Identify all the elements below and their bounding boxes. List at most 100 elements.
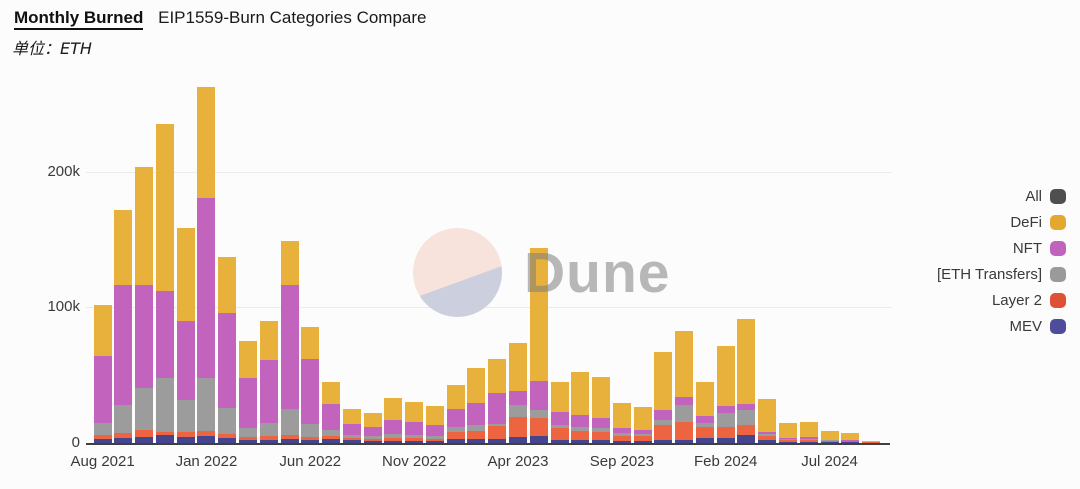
segment-eth-transfers-may-2024[interactable]	[779, 438, 797, 440]
segment-layer-2-aug-2021[interactable]	[93, 434, 112, 440]
segment-nft-jun-2022[interactable]	[301, 359, 320, 425]
segment-mev-dec-2021[interactable]	[176, 437, 195, 443]
bar-mar-2023[interactable]	[488, 359, 507, 443]
segment-eth-transfers-sep-2023[interactable]	[612, 432, 631, 436]
segment-eth-transfers-mar-2023[interactable]	[488, 424, 507, 427]
bar-jun-2022[interactable]	[301, 326, 320, 443]
segment-defi-aug-2022[interactable]	[342, 409, 361, 425]
segment-eth-transfers-feb-2022[interactable]	[218, 408, 237, 435]
segment-mev-aug-2024[interactable]	[841, 442, 860, 443]
segment-eth-transfers-may-2023[interactable]	[529, 409, 548, 419]
segment-defi-sep-2024[interactable]	[862, 440, 881, 442]
segment-layer-2-jul-2022[interactable]	[322, 435, 341, 439]
segment-defi-feb-2024[interactable]	[716, 345, 735, 407]
segment-layer-2-nov-2021[interactable]	[155, 431, 174, 436]
segment-mev-apr-2022[interactable]	[259, 439, 278, 443]
bar-sep-2023[interactable]	[612, 402, 631, 443]
segment-defi-jun-2023[interactable]	[550, 381, 569, 412]
bar-jan-2023[interactable]	[446, 385, 465, 443]
segment-defi-apr-2024[interactable]	[758, 399, 777, 432]
segment-mev-jun-2022[interactable]	[301, 440, 320, 443]
segment-defi-apr-2023[interactable]	[509, 342, 527, 391]
segment-eth-transfers-nov-2021[interactable]	[155, 378, 174, 432]
segment-layer-2-jan-2024[interactable]	[695, 426, 714, 438]
segment-layer-2-oct-2023[interactable]	[633, 436, 652, 441]
segment-defi-sep-2023[interactable]	[612, 402, 631, 429]
segment-defi-dec-2021[interactable]	[176, 228, 195, 321]
bar-jul-2024[interactable]	[820, 430, 839, 443]
bar-aug-2023[interactable]	[592, 376, 611, 443]
segment-layer-2-sep-2022[interactable]	[363, 438, 382, 441]
segment-eth-transfers-sep-2022[interactable]	[363, 436, 382, 439]
segment-layer-2-aug-2024[interactable]	[841, 441, 860, 443]
legend-item-defi[interactable]: DeFi	[937, 209, 1066, 235]
segment-defi-jan-2022[interactable]	[197, 86, 216, 198]
segment-mev-mar-2023[interactable]	[488, 438, 507, 443]
segment-nft-dec-2022[interactable]	[425, 425, 444, 436]
bar-oct-2022[interactable]	[384, 398, 403, 443]
segment-layer-2-oct-2022[interactable]	[384, 438, 403, 441]
segment-defi-nov-2022[interactable]	[405, 401, 424, 423]
segment-eth-transfers-jul-2024[interactable]	[820, 440, 839, 441]
segment-nft-jun-2023[interactable]	[550, 411, 569, 426]
segment-layer-2-feb-2022[interactable]	[218, 434, 237, 438]
segment-defi-mar-2023[interactable]	[488, 359, 507, 394]
bar-dec-2023[interactable]	[675, 330, 694, 443]
segment-eth-transfers-mar-2024[interactable]	[737, 409, 756, 425]
bar-may-2024[interactable]	[779, 422, 797, 443]
segment-mev-feb-2022[interactable]	[218, 438, 237, 443]
segment-layer-2-mar-2024[interactable]	[737, 425, 756, 436]
segment-eth-transfers-jul-2023[interactable]	[571, 426, 590, 431]
bar-apr-2023[interactable]	[509, 342, 527, 443]
bar-jun-2023[interactable]	[550, 381, 569, 443]
segment-eth-transfers-apr-2023[interactable]	[509, 404, 527, 417]
segment-nft-aug-2023[interactable]	[592, 418, 611, 429]
segment-layer-2-jun-2023[interactable]	[550, 428, 569, 440]
segment-eth-transfers-jan-2024[interactable]	[695, 422, 714, 427]
segment-mev-jul-2023[interactable]	[571, 439, 590, 443]
segment-eth-transfers-dec-2022[interactable]	[425, 435, 444, 439]
segment-mev-aug-2021[interactable]	[93, 439, 112, 443]
segment-nft-jun-2024[interactable]	[799, 437, 818, 439]
segment-mev-oct-2023[interactable]	[633, 440, 652, 443]
segment-mev-may-2022[interactable]	[280, 438, 299, 443]
segment-mev-may-2023[interactable]	[529, 435, 548, 443]
segment-defi-oct-2022[interactable]	[384, 398, 403, 421]
segment-nft-feb-2023[interactable]	[467, 402, 486, 426]
segment-defi-nov-2021[interactable]	[155, 124, 174, 291]
segment-eth-transfers-sep-2021[interactable]	[114, 405, 133, 434]
segment-layer-2-dec-2023[interactable]	[675, 421, 694, 441]
segment-nft-oct-2022[interactable]	[384, 420, 403, 435]
segment-mev-dec-2023[interactable]	[675, 440, 694, 443]
segment-mev-apr-2023[interactable]	[509, 437, 527, 443]
segment-nft-jul-2022[interactable]	[322, 404, 341, 431]
bar-jul-2023[interactable]	[571, 371, 590, 443]
segment-layer-2-jan-2022[interactable]	[197, 430, 216, 436]
bar-jun-2024[interactable]	[799, 421, 818, 443]
segment-eth-transfers-aug-2022[interactable]	[342, 435, 361, 439]
segment-eth-transfers-mar-2022[interactable]	[238, 427, 257, 438]
segment-eth-transfers-nov-2023[interactable]	[654, 420, 673, 425]
legend-item-layer2[interactable]: Layer 2	[937, 287, 1066, 313]
segment-eth-transfers-jun-2024[interactable]	[799, 438, 818, 440]
segment-layer-2-mar-2023[interactable]	[488, 426, 507, 439]
segment-mev-nov-2021[interactable]	[155, 435, 174, 443]
segment-layer-2-apr-2022[interactable]	[259, 436, 278, 440]
segment-mev-sep-2021[interactable]	[114, 438, 133, 443]
segment-layer-2-jun-2024[interactable]	[799, 439, 818, 442]
bar-jan-2024[interactable]	[695, 381, 714, 443]
segment-nft-jul-2024[interactable]	[820, 439, 839, 441]
legend-item-eth-transfers[interactable]: [ETH Transfers]	[937, 261, 1066, 287]
segment-mev-sep-2022[interactable]	[363, 440, 382, 443]
segment-mev-jan-2022[interactable]	[197, 435, 216, 443]
segment-layer-2-apr-2024[interactable]	[758, 436, 777, 441]
segment-mev-mar-2024[interactable]	[737, 435, 756, 443]
segment-nft-apr-2022[interactable]	[259, 359, 278, 423]
segment-mev-oct-2022[interactable]	[384, 440, 403, 443]
segment-eth-transfers-nov-2022[interactable]	[405, 434, 424, 439]
segment-defi-oct-2023[interactable]	[633, 407, 652, 430]
segment-eth-transfers-jul-2022[interactable]	[322, 430, 341, 436]
segment-defi-nov-2023[interactable]	[654, 351, 673, 410]
segment-mev-jul-2024[interactable]	[820, 442, 839, 443]
bar-oct-2021[interactable]	[135, 167, 154, 443]
